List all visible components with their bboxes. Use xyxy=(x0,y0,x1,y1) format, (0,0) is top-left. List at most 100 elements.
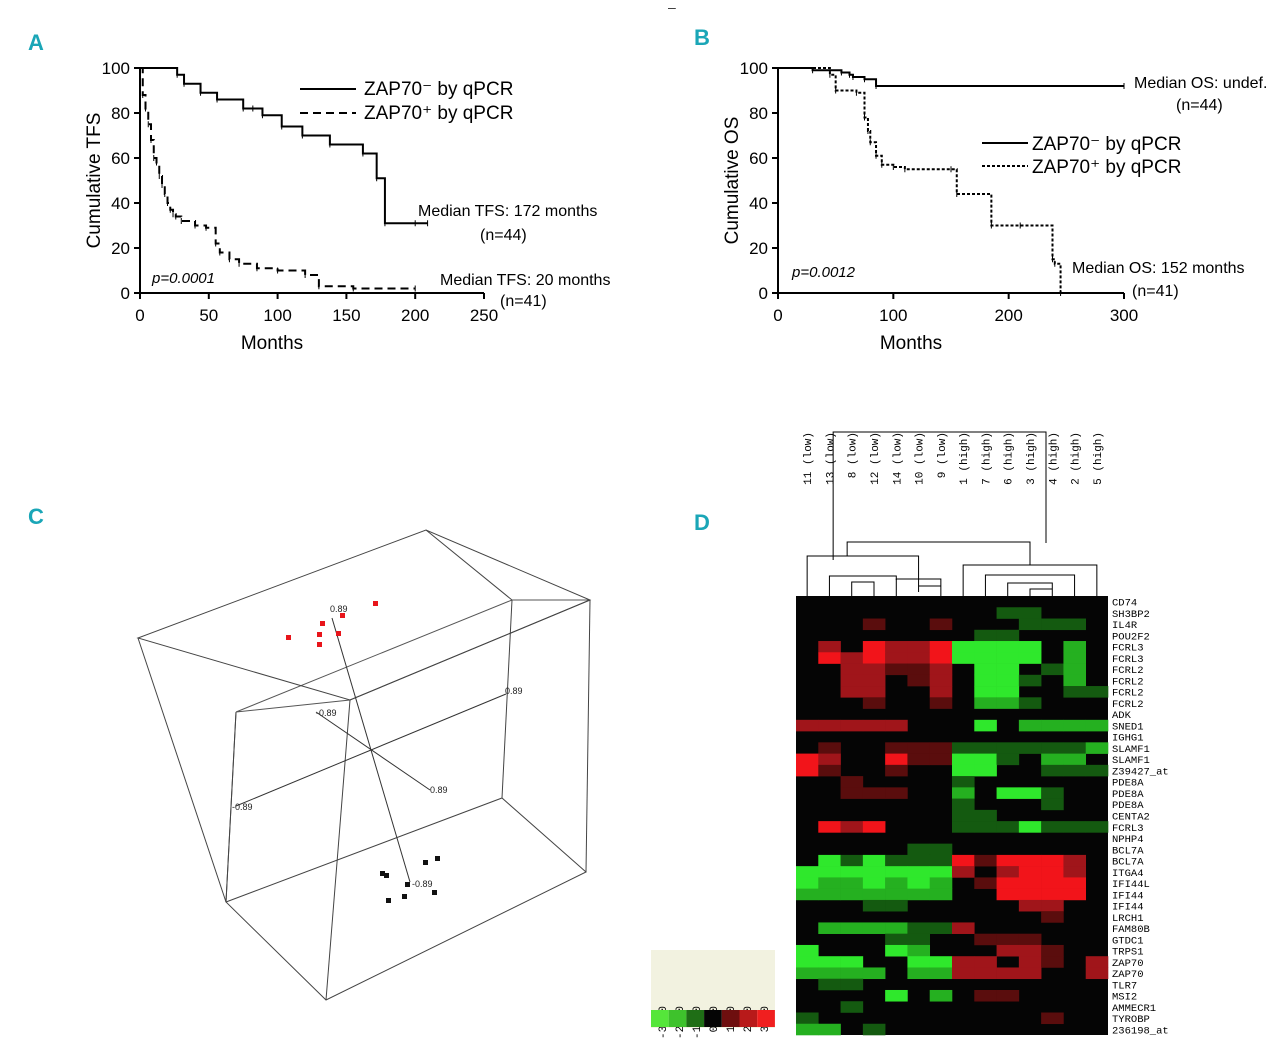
heatmap-cell xyxy=(1063,877,1087,889)
heatmap-cell xyxy=(862,652,886,664)
legend-label-pos: ZAP70⁺ by qPCR xyxy=(364,103,513,124)
color-scale-swatch xyxy=(686,1010,705,1027)
heatmap-cell xyxy=(796,877,819,889)
row-label: AMMECR1 xyxy=(1112,1003,1156,1015)
row-label: SNED1 xyxy=(1112,721,1144,733)
heatmap-cell xyxy=(929,753,953,766)
heatmap-cell xyxy=(1018,607,1042,619)
heatmap-cell xyxy=(1085,686,1109,698)
heatmap-cell xyxy=(907,843,931,856)
heatmap-cell xyxy=(952,854,975,867)
heatmap-cell xyxy=(840,776,864,788)
heatmap-cell xyxy=(907,933,931,946)
heatmap-cell xyxy=(1018,618,1042,631)
heatmap-cell xyxy=(818,753,841,766)
heatmap-cell xyxy=(952,742,975,754)
heatmap-cell xyxy=(929,854,953,867)
point-low xyxy=(423,860,428,865)
heatmap-cell xyxy=(796,967,819,980)
heatmap-cell xyxy=(818,877,841,889)
heatmap-cell xyxy=(1063,641,1087,653)
heatmap-cell xyxy=(1018,821,1042,833)
cube-edge xyxy=(325,699,351,1001)
column-label: 11 (low) xyxy=(803,432,815,485)
column-label: 6 (high) xyxy=(1004,432,1016,485)
n-pos: (n=41) xyxy=(500,293,547,310)
heatmap-cell xyxy=(996,607,1020,619)
row-label: SH3BP2 xyxy=(1112,609,1150,621)
heatmap-cell xyxy=(818,967,841,980)
dendrogram-high-sub2 xyxy=(1007,582,1053,596)
heatmap-cell xyxy=(840,686,864,698)
heatmap-cell xyxy=(929,686,953,698)
point-high xyxy=(320,621,325,626)
heatmap-cell xyxy=(885,989,908,1002)
heatmap-cell xyxy=(818,652,841,664)
point-low xyxy=(386,898,391,903)
y-tick-label: 40 xyxy=(749,194,768,213)
y-tick-label: 0 xyxy=(759,284,768,303)
heatmap-cell xyxy=(974,854,997,867)
point-high xyxy=(286,635,291,640)
heatmap-cell xyxy=(907,967,931,980)
row-label: NPHP4 xyxy=(1112,834,1144,846)
heatmap-cell xyxy=(1018,944,1042,957)
cube-edge xyxy=(501,599,513,799)
x-tick-label: 200 xyxy=(994,306,1022,325)
heatmap-cell xyxy=(818,922,841,934)
point-low xyxy=(384,873,389,878)
row-label: FCRL2 xyxy=(1112,676,1144,688)
heatmap-cell xyxy=(1041,663,1064,676)
heatmap-cell xyxy=(862,1023,886,1036)
heatmap-cell xyxy=(1041,877,1064,889)
heatmap-cell xyxy=(1041,821,1064,833)
heatmap-cell xyxy=(885,742,908,754)
heatmap-cell xyxy=(818,742,841,754)
cube-edge xyxy=(585,599,591,873)
axis-line-y xyxy=(315,711,431,791)
dendrogram-root xyxy=(832,431,1047,560)
heatmap-cell xyxy=(996,629,1020,642)
column-label: 1 (high) xyxy=(959,432,971,485)
heatmap-cell xyxy=(1063,854,1087,867)
heatmap-cell xyxy=(974,753,997,766)
heatmap-cell xyxy=(907,742,931,754)
median-neg: Median OS: undef. xyxy=(1134,75,1267,92)
heatmap-cell xyxy=(840,922,864,934)
column-label: 8 (low) xyxy=(848,432,860,478)
heatmap-cell xyxy=(796,1012,819,1025)
heatmap-cell xyxy=(885,652,908,664)
heatmap-cell xyxy=(996,933,1020,946)
heatmap-cell xyxy=(862,697,886,709)
heatmap-cell xyxy=(1085,742,1109,754)
row-label: FCRL3 xyxy=(1112,823,1144,835)
heatmap-cell xyxy=(1018,967,1042,980)
heatmap-cell xyxy=(929,663,953,676)
heatmap-cell xyxy=(796,753,819,766)
heatmap-cell xyxy=(818,764,841,777)
row-label: FCRL2 xyxy=(1112,699,1144,711)
heatmap-cell xyxy=(929,922,953,934)
heatmap-cell xyxy=(1041,798,1064,811)
heatmap-cell xyxy=(862,663,886,676)
heatmap-cell xyxy=(929,742,953,754)
heatmap-cell xyxy=(862,967,886,980)
heatmap-cell xyxy=(996,854,1020,867)
km-curve-pos xyxy=(140,67,416,290)
heatmap-cell xyxy=(885,888,908,901)
heatmap-cell xyxy=(996,888,1020,901)
heatmap-cell xyxy=(1063,888,1087,901)
heatmap-cell xyxy=(1063,686,1087,698)
x-tick-label: 0 xyxy=(135,306,144,325)
y-tick-label: 100 xyxy=(102,59,130,78)
heatmap-cell xyxy=(907,956,931,968)
row-label: POU2F2 xyxy=(1112,631,1150,643)
dendrogram-join xyxy=(846,541,1031,565)
x-tick-label: 250 xyxy=(470,306,498,325)
dendrogram-low-sub xyxy=(828,575,897,596)
heatmap-cell xyxy=(1041,618,1064,631)
row-label: 236198_at xyxy=(1112,1025,1169,1037)
heatmap-cell xyxy=(796,866,819,878)
column-label: 3 (high) xyxy=(1026,432,1038,485)
